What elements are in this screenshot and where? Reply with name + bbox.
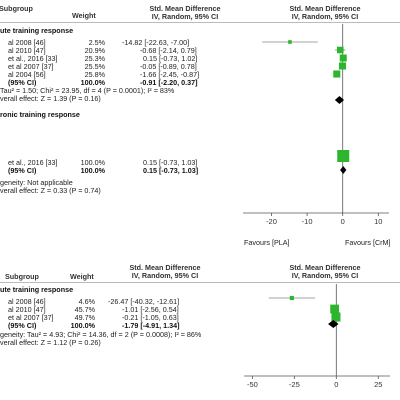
x-tick-label: 0: [341, 217, 345, 226]
favours-right-label: Favours [CrM]: [345, 238, 391, 247]
study-effect-marker: [330, 304, 339, 314]
total-label: (95% CI): [8, 321, 37, 330]
total-ci: 0.15 [-0.73, 1.03]: [143, 166, 199, 175]
overall-effect-text: verall effect: Z = 1.12 (P = 0.26): [0, 338, 101, 347]
study-weight: 25.5%: [84, 62, 105, 71]
study-effect-marker: [333, 70, 341, 78]
x-tick-label: -10: [302, 217, 313, 226]
total-ci: -0.91 [-2.20, 0.37]: [140, 78, 198, 87]
study-weight: 45.7%: [74, 305, 95, 314]
plot-header-method: IV, Random, 95% CI: [291, 271, 359, 280]
study-weight: 25.3%: [84, 54, 105, 63]
study-ci: -0.21 [-1.05, 0.63]: [122, 313, 179, 322]
study-ci: -1.01 [-2.56, 0.54]: [122, 305, 179, 314]
col-header-smd-method: IV, Random, 95% CI: [131, 271, 199, 280]
overall-effect-text: verall effect: Z = 1.39 (P = 0.16): [0, 94, 101, 103]
plot-header-title: Std. Mean Difference: [289, 4, 361, 13]
study-weight: 4.6%: [78, 297, 95, 306]
study-effect-marker: [289, 295, 294, 301]
col-header-smd-title: Std. Mean Difference: [129, 263, 201, 272]
x-tick-label: 10: [374, 217, 382, 226]
total-ci: -1.79 [-4.91, 1.34]: [122, 321, 180, 330]
favours-left-label: Favours [PLA]: [244, 238, 290, 247]
study-weight: 100.0%: [80, 158, 105, 167]
x-tick-label: 25: [374, 380, 382, 389]
study-label: al 2004 [56]: [8, 70, 46, 79]
study-label: et al 2007 [37]: [8, 313, 54, 322]
study-ci: -14.82 [-22.63, -7.00]: [122, 38, 190, 47]
study-effect-marker: [337, 46, 344, 54]
overall-effect-text: verall effect: Z = 0.33 (P = 0.74): [0, 186, 101, 195]
plot-header-method: IV, Random, 95% CI: [291, 12, 359, 21]
heterogeneity-text: geneity: Tau² = 4.93; Chi² = 14.36, df =…: [0, 330, 202, 339]
total-weight: 100.0%: [80, 166, 105, 175]
study-ci: 0.15 [-0.73, 1.03]: [143, 158, 198, 167]
total-weight: 100.0%: [80, 78, 105, 87]
study-effect-marker: [331, 312, 341, 322]
study-ci: -26.47 [-40.32, -12.61]: [108, 297, 180, 306]
group-title: ute training response: [0, 26, 74, 35]
study-label: al 2010 [47]: [8, 46, 46, 55]
group-title: ute training response: [0, 285, 74, 294]
study-label: et al., 2016 [33]: [8, 54, 58, 63]
heterogeneity-text: geneity: Not applicable: [0, 178, 73, 187]
plot-header-title: Std. Mean Difference: [289, 263, 361, 272]
study-effect-marker: [337, 150, 350, 162]
study-label: et al., 2016 [33]: [8, 158, 58, 167]
col-header-subgroup: Subgroup: [0, 4, 33, 13]
pooled-effect-diamond: [328, 320, 339, 328]
pooled-effect-diamond: [340, 166, 347, 174]
study-label: et al 2007 [37]: [8, 62, 54, 71]
x-tick-label: 0: [334, 380, 338, 389]
x-tick-label: -20: [266, 217, 277, 226]
study-ci: 0.15 [-0.73, 1.02]: [143, 54, 198, 63]
study-ci: -1.66 [-2.45, -0.87]: [140, 70, 200, 79]
heterogeneity-text: Tau² = 1.50; Chi² = 23.95, df = 4 (P = 0…: [0, 86, 175, 95]
total-label: (95% CI): [8, 166, 37, 175]
study-effect-marker: [288, 40, 292, 44]
group-title: ronic training response: [0, 110, 80, 119]
study-label: al 2010 [47]: [8, 305, 46, 314]
study-weight: 20.9%: [84, 46, 105, 55]
col-header-weight: Weight: [70, 272, 94, 281]
total-weight: 100.0%: [70, 321, 95, 330]
header-rule: [0, 22, 400, 23]
x-tick-label: -25: [289, 380, 300, 389]
study-weight: 49.7%: [74, 313, 95, 322]
study-effect-marker: [339, 54, 347, 62]
study-weight: 2.5%: [88, 38, 105, 47]
col-header-smd-title: Std. Mean Difference: [149, 4, 221, 13]
study-label: al 2008 [46]: [8, 297, 46, 306]
col-header-weight: Weight: [72, 11, 96, 20]
x-tick-label: -50: [247, 380, 258, 389]
header-rule: [0, 282, 400, 283]
total-label: (95% CI): [8, 78, 37, 87]
col-header-smd-method: IV, Random, 95% CI: [151, 12, 219, 21]
study-effect-marker: [339, 62, 347, 70]
study-ci: -0.68 [-2.14, 0.79]: [140, 46, 197, 55]
study-weight: 25.8%: [84, 70, 105, 79]
study-label: al 2008 [46]: [8, 38, 46, 47]
pooled-effect-diamond: [334, 96, 345, 104]
col-header-subgroup: Subgroup: [5, 272, 39, 281]
study-ci: -0.05 [-0.89, 0.78]: [140, 62, 197, 71]
